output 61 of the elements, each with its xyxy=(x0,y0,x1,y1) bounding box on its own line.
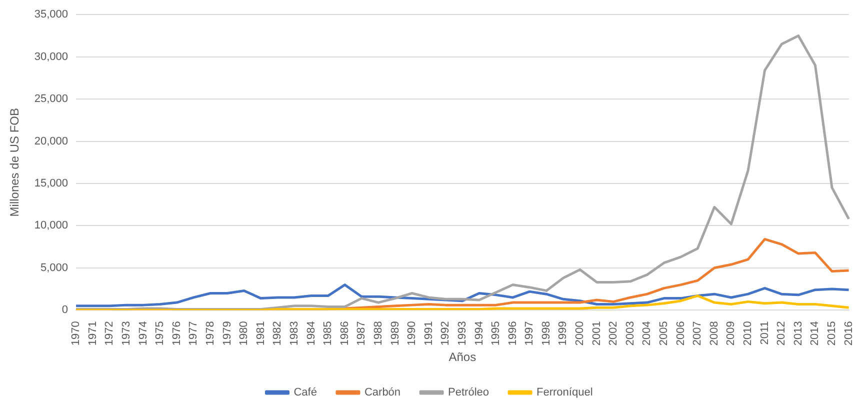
y-tick-label: 0 xyxy=(62,304,68,316)
x-tick-label: 1979 xyxy=(221,321,234,346)
y-tick-label: 20,000 xyxy=(34,135,68,148)
x-tick-label: 1995 xyxy=(490,321,502,346)
x-tick-label: 1989 xyxy=(389,321,402,346)
x-tick-label: 1999 xyxy=(557,321,570,346)
x-tick-label: 1991 xyxy=(422,321,435,346)
x-tick-label: 2014 xyxy=(809,321,822,346)
x-tick-label: 1996 xyxy=(506,321,519,346)
x-tick-label: 1976 xyxy=(170,321,183,346)
x-tick-label: 2002 xyxy=(608,321,620,346)
x-tick-label: 2001 xyxy=(590,321,603,346)
y-tick-label: 35,000 xyxy=(34,8,68,21)
x-tick-label: 1990 xyxy=(406,321,418,346)
x-tick-label: 2006 xyxy=(674,321,687,346)
x-tick-label: 1971 xyxy=(86,321,99,346)
y-tick-label: 10,000 xyxy=(34,220,68,232)
x-tick-label: 2015 xyxy=(826,321,838,346)
x-tick-label: 1993 xyxy=(456,321,468,346)
x-tick-label: 1984 xyxy=(305,321,318,346)
y-tick-label: 25,000 xyxy=(34,93,68,106)
y-tick-label: 15,000 xyxy=(34,178,68,190)
y-axis-title: Millones de US FOB xyxy=(8,108,22,217)
legend-label: Café xyxy=(294,386,317,399)
x-tick-label: 2004 xyxy=(641,321,654,346)
x-tick-label: 1988 xyxy=(372,321,384,346)
x-tick-label: 1994 xyxy=(473,321,486,346)
x-tick-label: 1986 xyxy=(338,321,351,346)
x-tick-label: 2009 xyxy=(725,321,738,346)
x-tick-label: 1998 xyxy=(540,321,552,346)
x-tick-label: 1974 xyxy=(137,321,150,346)
x-tick-label: 1980 xyxy=(238,321,250,346)
legend-label: Carbón xyxy=(364,386,401,399)
x-tick-label: 1972 xyxy=(104,321,116,346)
legend-label: Ferroníquel xyxy=(536,386,593,399)
x-tick-label: 2000 xyxy=(574,321,586,346)
x-tick-label: 1997 xyxy=(524,321,536,346)
x-tick-label: 2008 xyxy=(708,321,720,346)
x-tick-label: 1987 xyxy=(356,321,368,346)
x-tick-label: 2010 xyxy=(742,321,754,346)
x-tick-label: 1970 xyxy=(70,321,82,346)
x-axis-title: Años xyxy=(448,350,476,364)
x-tick-label: 1977 xyxy=(188,321,200,346)
x-tick-label: 2012 xyxy=(776,321,788,346)
y-tick-label: 30,000 xyxy=(34,50,68,63)
x-tick-label: 2003 xyxy=(624,321,636,346)
x-tick-label: 1983 xyxy=(288,321,300,346)
x-tick-label: 2016 xyxy=(842,321,855,346)
y-tick-label: 5,000 xyxy=(40,262,68,274)
x-tick-label: 2013 xyxy=(792,321,804,346)
x-tick-label: 1973 xyxy=(120,321,132,346)
x-tick-label: 1978 xyxy=(204,321,216,346)
legend-label: Petróleo xyxy=(448,386,490,399)
x-tick-label: 1982 xyxy=(272,321,284,346)
x-tick-label: 2011 xyxy=(758,321,771,345)
x-tick-label: 1981 xyxy=(254,321,267,346)
x-tick-label: 2007 xyxy=(692,321,704,346)
x-tick-label: 1985 xyxy=(322,321,334,346)
x-tick-label: 1992 xyxy=(440,321,452,346)
x-tick-label: 2005 xyxy=(658,321,670,346)
x-tick-label: 1975 xyxy=(154,321,166,346)
